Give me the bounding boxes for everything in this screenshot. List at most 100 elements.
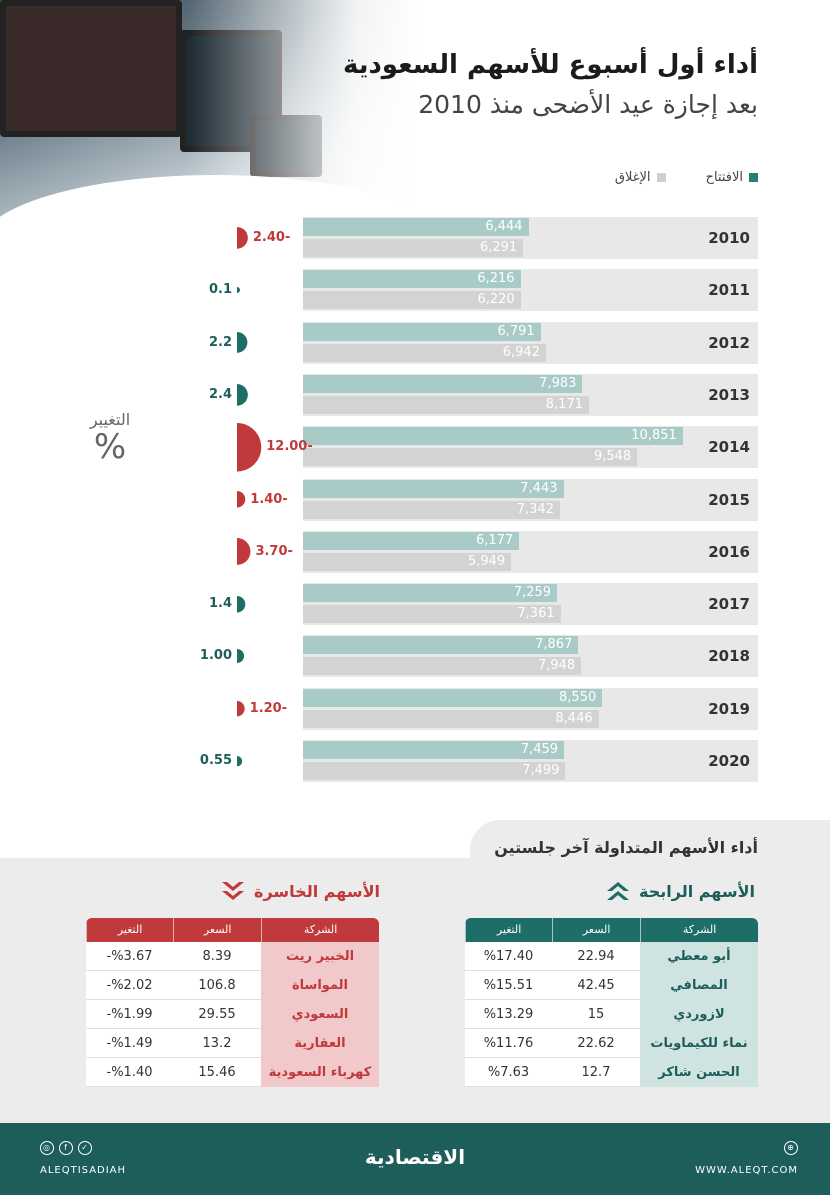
table-row: المصافي 42.45 %15.51 — [465, 971, 758, 1000]
table-row: نماء للكيماويات 22.62 %11.76 — [465, 1029, 758, 1058]
change-axis-header: التغيير % — [80, 410, 140, 465]
column-header-change: التغير — [86, 918, 173, 942]
year-label: 2014 — [708, 438, 750, 457]
company-cell: الخبير ريت — [261, 942, 379, 971]
column-header-company: الشركة — [261, 918, 379, 942]
change-marker — [237, 538, 251, 566]
year-label: 2018 — [708, 647, 750, 666]
year-label: 2010 — [708, 229, 750, 247]
price-cell: 22.62 — [552, 1029, 640, 1058]
company-cell: كهرباء السعودية — [261, 1058, 379, 1087]
table-header: الشركة السعر التغير — [86, 918, 379, 942]
bar-open: 6,791 — [303, 322, 541, 341]
change-cell: %17.40 — [465, 942, 552, 971]
year-label: 2017 — [708, 595, 750, 614]
table-row: المواساة 106.8 %2.02- — [86, 971, 379, 1000]
table-row: العقارية 13.2 %1.49- — [86, 1029, 379, 1058]
change-marker — [237, 701, 245, 717]
double-chevron-down-icon — [222, 882, 245, 900]
gainers-table: الشركة السعر التغير أبو معطي 22.94 %17.40 المص… — [465, 918, 758, 1087]
bar-close: 7,499 — [303, 762, 566, 780]
change-axis-unit: % — [93, 427, 127, 467]
change-marker — [237, 287, 240, 294]
year-label: 2012 — [708, 333, 750, 352]
change-marker — [237, 332, 248, 353]
legend-open: الافتتاح — [706, 170, 758, 185]
footer-brand: الاقتصادية — [364, 1145, 466, 1169]
price-cell: 13.2 — [173, 1029, 261, 1058]
footer-handle[interactable]: ALEQTISADIAH — [40, 1165, 127, 1176]
bar-close: 6,220 — [303, 291, 521, 310]
change-label: 1.4 — [208, 596, 232, 612]
change-cell: %3.67- — [86, 942, 173, 971]
company-cell: لازوردي — [640, 1000, 758, 1029]
header-photo — [0, 0, 420, 225]
page-title: أداء أول أسبوع للأسهم السعودية — [342, 50, 758, 80]
company-cell: العقارية — [261, 1029, 379, 1058]
bar-open: 7,443 — [303, 479, 564, 498]
price-cell: 42.45 — [552, 971, 640, 1000]
bar-open: 8,550 — [303, 688, 603, 707]
change-marker — [237, 755, 243, 767]
change-cell: %11.76 — [465, 1029, 552, 1058]
column-header-change: التغير — [465, 918, 552, 942]
legend-close-swatch — [656, 173, 666, 182]
bar-close: 7,948 — [303, 657, 582, 676]
footer-website-block: ⊕ WWW.ALEQT.COM — [695, 1141, 798, 1176]
gainers-title-text: الأسهم الرابحة — [639, 881, 755, 901]
instagram-icon[interactable]: ◎ — [40, 1141, 54, 1155]
change-label: 1.00 — [199, 648, 232, 664]
column-header-price: السعر — [173, 918, 261, 942]
table-row: كهرباء السعودية 15.46 %1.40- — [86, 1058, 379, 1087]
price-cell: 12.7 — [552, 1058, 640, 1087]
change-marker — [237, 649, 244, 664]
change-cell: %1.99- — [86, 1000, 173, 1029]
price-cell: 29.55 — [173, 1000, 261, 1029]
losers-title-text: الأسهم الخاسرة — [254, 881, 380, 901]
change-cell: %15.51 — [465, 971, 552, 1000]
table-row: الحسن شاكر 12.7 %7.63 — [465, 1058, 758, 1087]
change-label: 1.20- — [249, 700, 288, 716]
losers-title: الأسهم الخاسرة — [220, 880, 380, 902]
change-cell: %1.49- — [86, 1029, 173, 1058]
double-chevron-up-icon — [607, 882, 630, 900]
year-label: 2013 — [708, 385, 750, 404]
bar-open: 7,983 — [303, 374, 583, 393]
change-cell: %2.02- — [86, 971, 173, 1000]
change-label: 0.1 — [208, 282, 232, 298]
gainers-title: الأسهم الرابحة — [605, 880, 755, 902]
bar-close: 7,361 — [303, 605, 561, 624]
bar-open: 7,259 — [303, 584, 558, 603]
legend-close: الإغلاق — [615, 170, 666, 185]
bar-close: 8,446 — [303, 709, 599, 728]
year-label: 2015 — [708, 490, 750, 509]
globe-icon: ⊕ — [784, 1141, 798, 1155]
bar-open: 6,216 — [303, 270, 521, 289]
change-marker — [237, 595, 246, 613]
price-cell: 15 — [552, 1000, 640, 1029]
price-cell: 8.39 — [173, 942, 261, 971]
change-cell: %1.40- — [86, 1058, 173, 1087]
change-marker — [237, 384, 248, 406]
change-label: 12.00- — [266, 439, 313, 455]
change-label: 2.2 — [208, 334, 232, 350]
year-label: 2019 — [708, 699, 750, 718]
bar-open: 10,851 — [303, 427, 683, 446]
legend-close-label: الإغلاق — [614, 170, 651, 185]
footer-website[interactable]: WWW.ALEQT.COM — [695, 1165, 798, 1176]
year-label: 2016 — [708, 542, 750, 561]
change-marker — [237, 227, 248, 249]
change-marker — [237, 491, 246, 508]
bar-open: 7,459 — [303, 741, 565, 759]
table-row: السعودي الفرنسي29.55%1.99- — [86, 1000, 379, 1051]
legend-open-label: الافتتاح — [705, 170, 743, 185]
company-cell: نماء للكيماويات — [640, 1029, 758, 1058]
bar-open: 7,867 — [303, 636, 579, 655]
twitter-icon[interactable]: ✓ — [78, 1141, 92, 1155]
price-cell: 15.46 — [173, 1058, 261, 1087]
bar-open: 6,177 — [303, 531, 520, 550]
bar-close: 8,171 — [303, 395, 589, 414]
facebook-icon[interactable]: f — [59, 1141, 73, 1155]
legend-open-swatch — [749, 173, 758, 182]
change-cell: %13.29 — [465, 1000, 552, 1029]
